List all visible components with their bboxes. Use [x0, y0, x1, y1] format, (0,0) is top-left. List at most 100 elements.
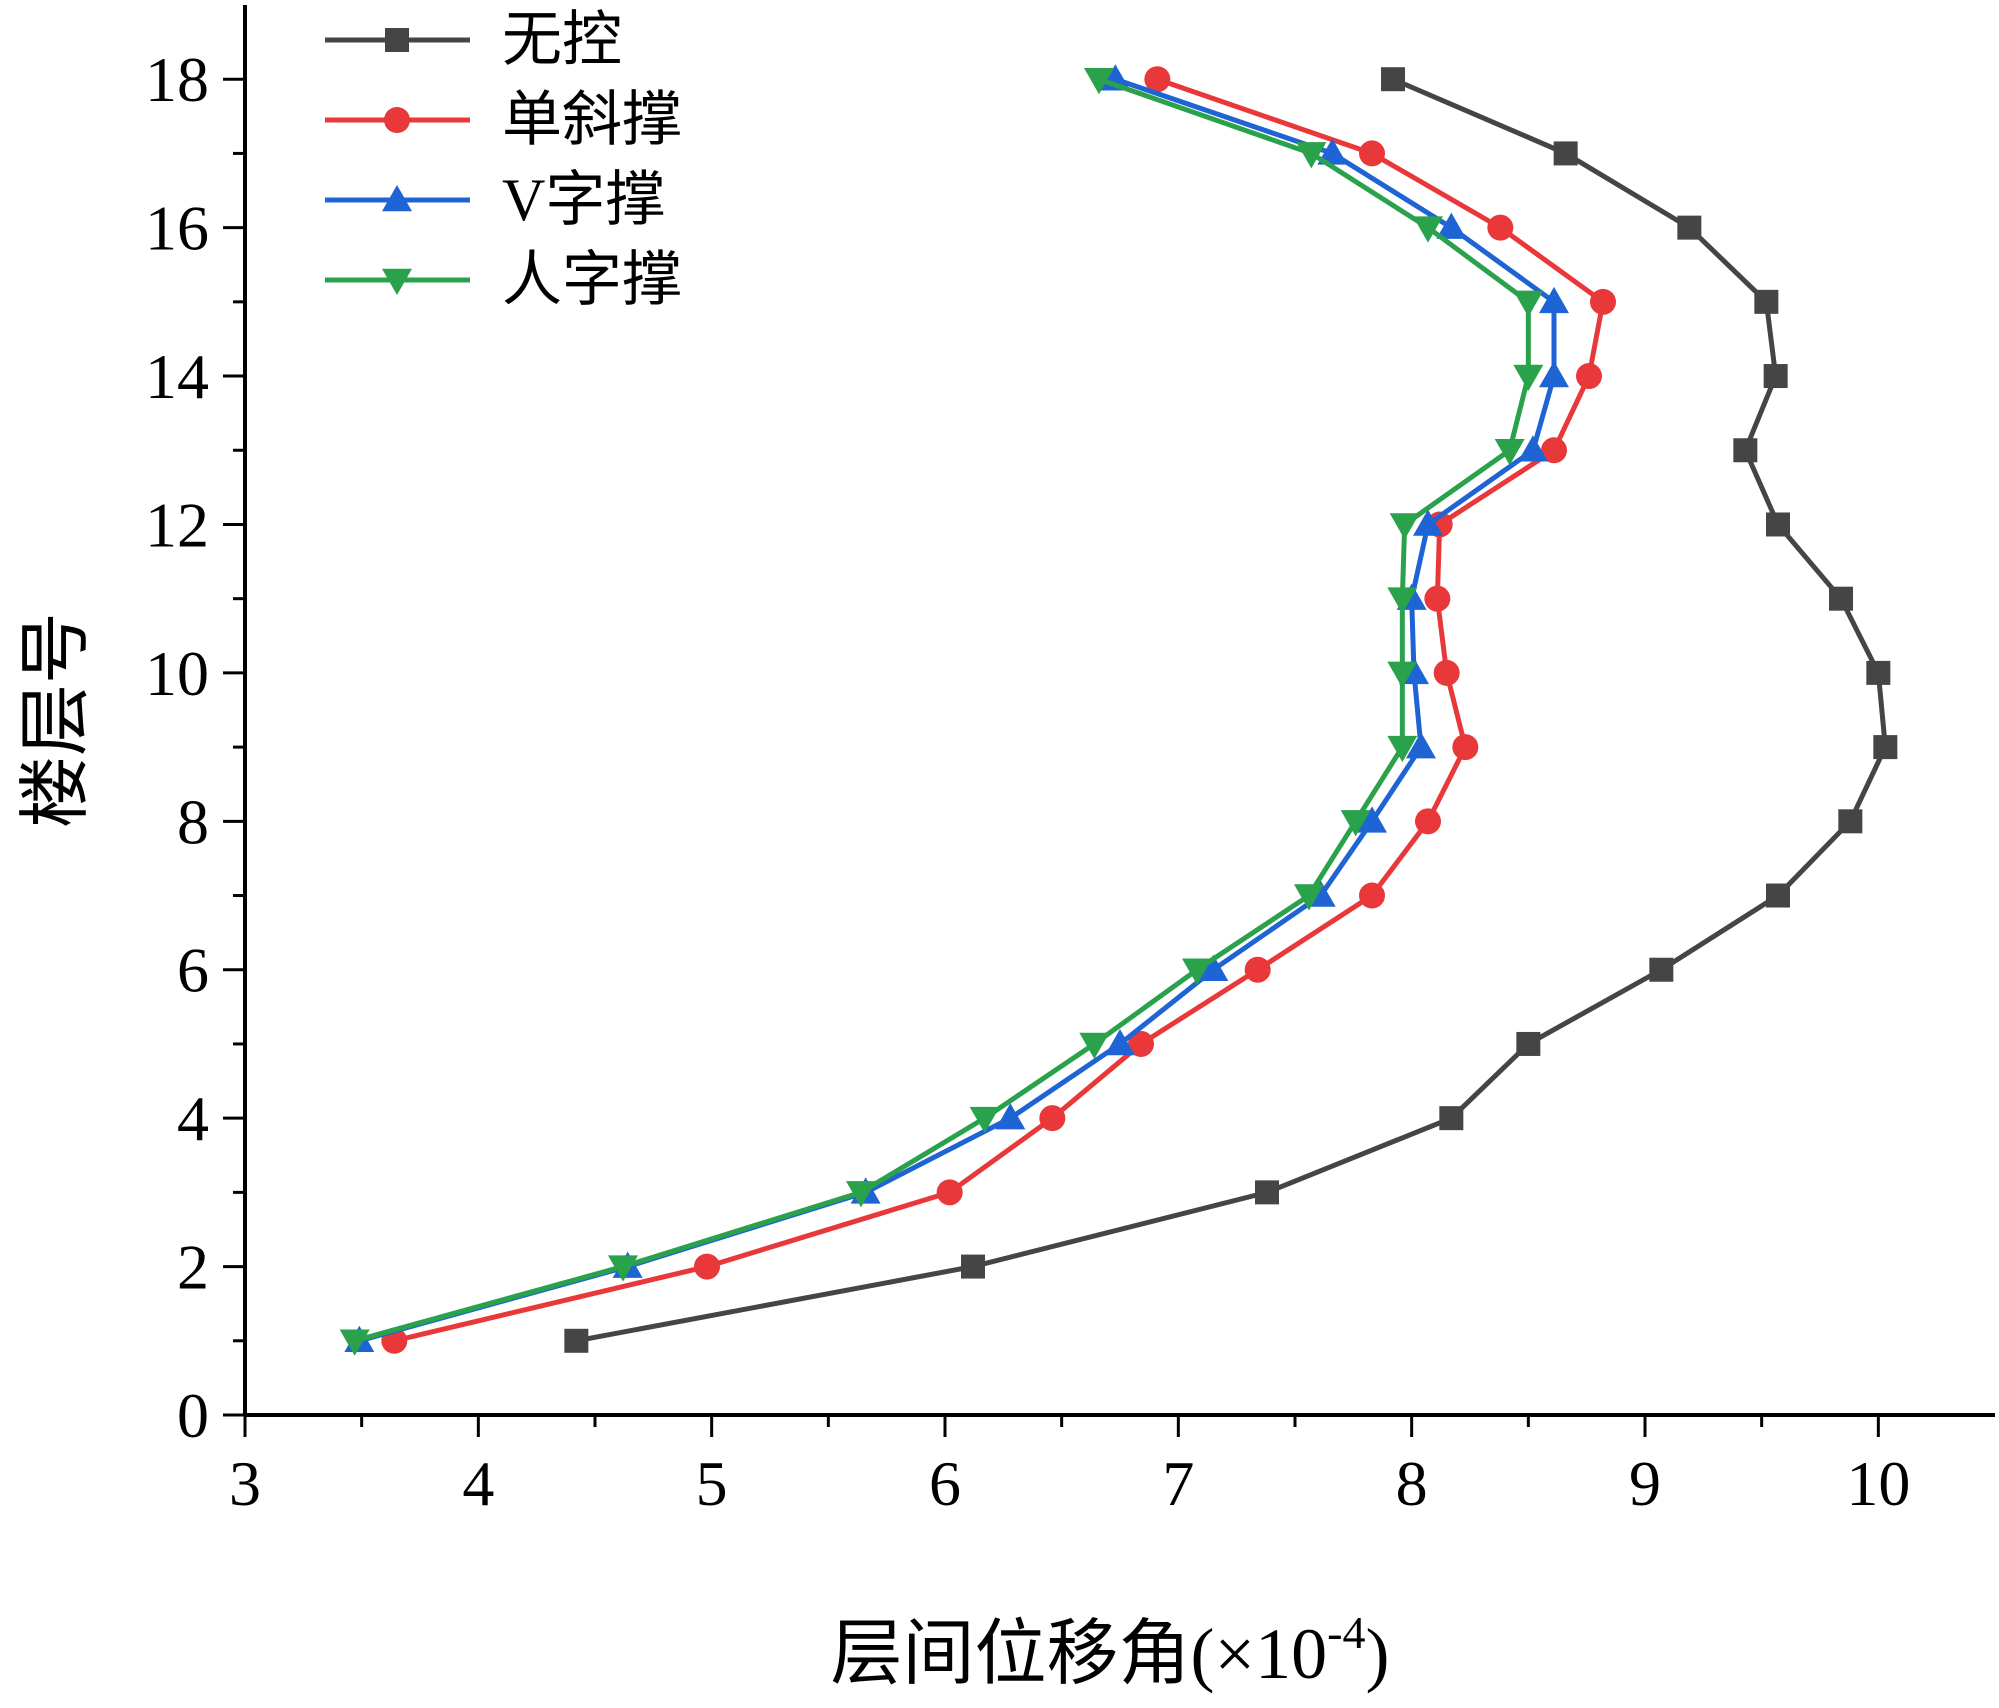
- data-point: [1541, 437, 1567, 464]
- legend-item: 无控: [325, 7, 622, 73]
- x-axis-title-exponent: -4: [1327, 1607, 1365, 1658]
- data-point: [1415, 808, 1441, 835]
- series-line: [358, 76, 1557, 1344]
- series-line: [393, 76, 1606, 1344]
- x-tick-label: 3: [229, 1448, 261, 1519]
- series-layer: [339, 64, 1898, 1356]
- data-point: [608, 1255, 638, 1282]
- legend-item: V字撑: [325, 167, 665, 233]
- data-point: [1381, 67, 1405, 92]
- data-point: [1513, 290, 1544, 317]
- y-tick-label: 6: [177, 935, 209, 1006]
- legend-label: V字撑: [502, 167, 665, 233]
- x-axis-title-main: 层间位移角(×10: [831, 1614, 1328, 1694]
- data-point: [1754, 289, 1779, 314]
- legend-marker: [384, 107, 410, 133]
- data-point: [1539, 286, 1569, 314]
- y-tick-label: 4: [177, 1083, 209, 1154]
- data-point: [1518, 435, 1548, 462]
- series-line: [354, 76, 1531, 1344]
- x-axis-title-close: ): [1365, 1614, 1389, 1694]
- data-point: [1294, 884, 1324, 911]
- data-point: [1079, 1032, 1110, 1059]
- data-point: [936, 1179, 963, 1206]
- data-point: [694, 1253, 720, 1280]
- legend-label: 无控: [502, 7, 622, 73]
- series-0: [564, 67, 1898, 1353]
- data-point: [1105, 1028, 1135, 1056]
- data-point: [1838, 809, 1863, 834]
- data-point: [1873, 735, 1898, 760]
- x-tick-label: 7: [1162, 1448, 1194, 1519]
- axes: 3 4 5 6 7 8 9 10 0 2 4 6 8 10 12 14 16 18: [145, 5, 1995, 1519]
- legend-label: 单斜撑: [502, 87, 682, 153]
- x-axis-title: 层间位移角(×10-4): [831, 1607, 1390, 1694]
- data-point: [1513, 364, 1544, 392]
- y-axis-title: 楼层号: [16, 612, 96, 828]
- y-tick-label: 12: [145, 489, 209, 560]
- data-point: [1317, 138, 1348, 165]
- data-point: [1413, 509, 1443, 536]
- data-point: [1244, 956, 1271, 983]
- data-point: [1433, 659, 1460, 686]
- data-point: [1182, 958, 1212, 985]
- series-line: [575, 76, 1888, 1344]
- y-tick-label: 0: [177, 1380, 209, 1451]
- data-point: [1039, 1105, 1066, 1132]
- x-tick-label: 10: [1846, 1448, 1910, 1519]
- data-point: [1649, 957, 1674, 982]
- data-point: [1590, 288, 1616, 315]
- data-point: [1255, 1180, 1279, 1205]
- data-point: [1424, 585, 1451, 612]
- y-tick-label: 2: [177, 1232, 209, 1303]
- y-tick-label: 14: [145, 341, 209, 412]
- series-1: [381, 66, 1616, 1354]
- data-point: [1357, 806, 1387, 833]
- data-point: [1766, 883, 1790, 908]
- y-tick-label: 8: [177, 786, 209, 857]
- x-tick-label: 5: [696, 1448, 728, 1519]
- legend-marker: [382, 185, 412, 212]
- data-point: [1829, 586, 1853, 611]
- legend-item: 人字撑: [325, 247, 682, 313]
- legend-label: 人字撑: [502, 247, 682, 313]
- data-point: [1359, 140, 1385, 167]
- data-point: [961, 1254, 985, 1279]
- legend-marker: [382, 268, 412, 295]
- x-tick-label: 8: [1396, 1448, 1428, 1519]
- data-point: [969, 1106, 1000, 1134]
- data-point: [1144, 66, 1171, 93]
- data-point: [1576, 363, 1602, 390]
- data-point: [1084, 67, 1114, 95]
- legend-marker: [385, 28, 409, 52]
- data-point: [564, 1328, 589, 1353]
- data-point: [1340, 810, 1371, 837]
- x-tick-label: 6: [929, 1448, 961, 1519]
- data-point: [1733, 438, 1758, 463]
- data-point: [1553, 141, 1578, 166]
- y-tick-label: 18: [145, 44, 209, 115]
- y-tick-label: 10: [145, 638, 209, 709]
- y-tick-label: 16: [145, 193, 209, 264]
- data-point: [1359, 882, 1385, 909]
- data-point: [1389, 513, 1420, 540]
- data-point: [1387, 661, 1418, 688]
- data-point: [1494, 439, 1525, 466]
- data-point: [1677, 215, 1702, 240]
- legend-item: 单斜撑: [325, 87, 682, 153]
- data-point: [1296, 142, 1327, 169]
- data-point: [1763, 364, 1788, 389]
- data-point: [1452, 734, 1479, 761]
- data-point: [1439, 1106, 1464, 1131]
- data-point: [846, 1181, 876, 1208]
- data-point: [1866, 660, 1891, 685]
- data-point: [1128, 1030, 1154, 1057]
- data-point: [339, 1329, 370, 1356]
- data-point: [1436, 212, 1467, 239]
- data-point: [1387, 735, 1418, 763]
- x-tick-label: 9: [1629, 1448, 1661, 1519]
- data-point: [1487, 214, 1514, 241]
